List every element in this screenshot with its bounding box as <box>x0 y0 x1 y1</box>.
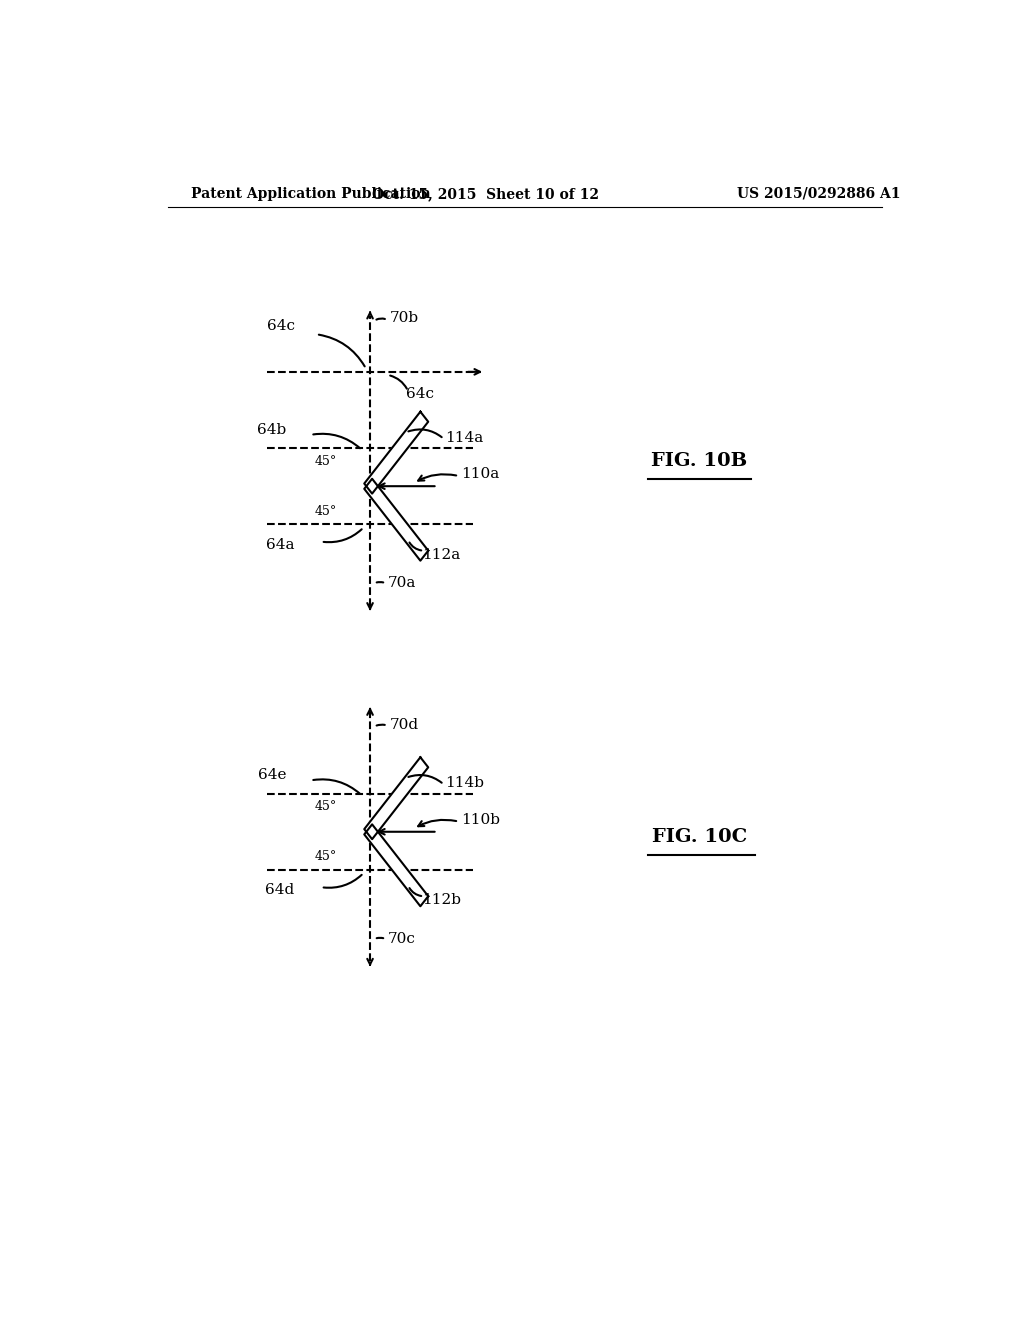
Text: 64b: 64b <box>257 422 287 437</box>
Text: 114b: 114b <box>445 776 484 791</box>
Polygon shape <box>365 758 428 840</box>
Text: 64e: 64e <box>258 768 287 783</box>
Text: 70d: 70d <box>390 718 419 731</box>
Text: FIG. 10C: FIG. 10C <box>651 828 748 846</box>
Text: 45°: 45° <box>314 504 337 517</box>
Text: 70a: 70a <box>387 577 416 590</box>
Polygon shape <box>365 825 428 907</box>
Text: 45°: 45° <box>314 850 337 863</box>
Text: Patent Application Publication: Patent Application Publication <box>191 187 431 201</box>
Text: 64c: 64c <box>406 387 434 401</box>
Text: 114a: 114a <box>445 430 483 445</box>
Polygon shape <box>365 479 428 561</box>
Text: 45°: 45° <box>314 800 337 813</box>
Text: Oct. 15, 2015  Sheet 10 of 12: Oct. 15, 2015 Sheet 10 of 12 <box>372 187 599 201</box>
Text: 110b: 110b <box>461 813 501 826</box>
Polygon shape <box>365 412 428 494</box>
Text: 64c: 64c <box>266 319 295 333</box>
Text: FIG. 10B: FIG. 10B <box>651 451 748 470</box>
Text: 45°: 45° <box>314 455 337 467</box>
Text: 110a: 110a <box>461 467 500 480</box>
Text: 70b: 70b <box>390 312 419 325</box>
Text: 64a: 64a <box>266 537 295 552</box>
Text: US 2015/0292886 A1: US 2015/0292886 A1 <box>736 187 900 201</box>
Text: 64d: 64d <box>265 883 295 898</box>
Text: 112b: 112b <box>422 894 461 907</box>
Text: 112a: 112a <box>422 548 460 562</box>
Text: 70c: 70c <box>387 932 416 946</box>
